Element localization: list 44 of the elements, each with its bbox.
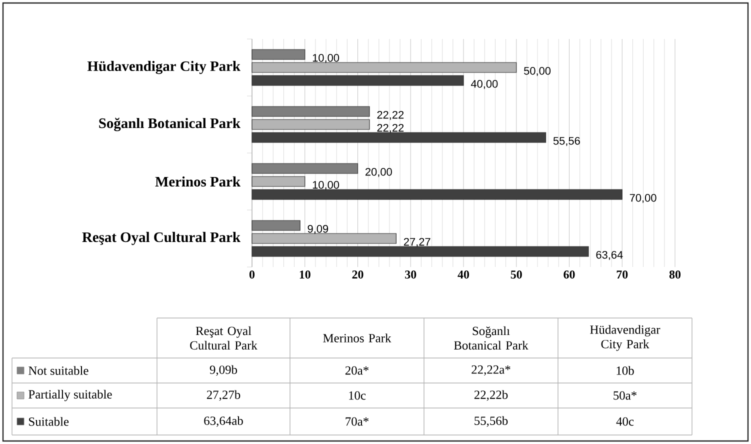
category-label: Reşat Oyal Cultural Park: [190, 326, 258, 350]
x-tick-label: 30: [405, 270, 416, 279]
text: 50a*: [614, 391, 637, 400]
data-label: 22,22: [377, 110, 404, 120]
x-tick-label: 0: [249, 270, 255, 279]
text: 63,64ab: [204, 416, 243, 427]
data-label: 50,00: [524, 66, 551, 76]
x-tick-label: 60: [564, 270, 575, 279]
text: 40c: [616, 417, 634, 426]
y-tick-label: Soğanlı Botanical Park: [99, 118, 240, 132]
data-label: 70,00: [630, 194, 656, 204]
data-label: 55,56: [553, 136, 580, 146]
text: 10b: [616, 366, 634, 375]
data-label: 10,00: [312, 180, 340, 190]
text: 22,22b: [474, 390, 508, 401]
legend-label: Suitable: [29, 417, 69, 426]
y-tick-label: Reşat Oyal Cultural Park: [82, 232, 240, 246]
text: 10c: [349, 391, 366, 400]
x-tick-label: 10: [300, 270, 310, 279]
data-label: 22,22: [377, 124, 404, 134]
x-tick-label: 40: [458, 270, 470, 279]
legend-label: Not suitable: [28, 366, 88, 375]
data-label: 40,00: [470, 80, 498, 90]
category-label: Merinos Park: [323, 334, 392, 342]
data-label: 63,64: [596, 250, 623, 260]
x-tick-label: 80: [669, 270, 681, 279]
category-label: Hüdavendigar City Park: [590, 325, 660, 351]
legend-label: Partially suitable: [28, 390, 112, 402]
data-label: 9,09: [308, 224, 328, 234]
data-label: 10,00: [312, 54, 340, 64]
text: 20a*: [345, 366, 369, 375]
category-label: Soğanlı Botanical Park: [454, 326, 528, 350]
x-tick-label: 20: [352, 270, 364, 279]
x-tick-label: 50: [510, 270, 522, 279]
x-tick-label: 70: [616, 270, 628, 279]
y-tick-label: Merinos Park: [155, 176, 240, 187]
y-tick-label: Hüdavendigar City Park: [87, 60, 240, 74]
text: 9,09b: [210, 365, 238, 376]
data-label: 27,27: [404, 238, 430, 248]
text: 22,22a*: [472, 365, 510, 376]
data-label: 20,00: [366, 168, 392, 178]
text: 55,56b: [474, 416, 508, 427]
text: 27,27b: [206, 390, 240, 401]
text: 70a*: [346, 417, 369, 426]
